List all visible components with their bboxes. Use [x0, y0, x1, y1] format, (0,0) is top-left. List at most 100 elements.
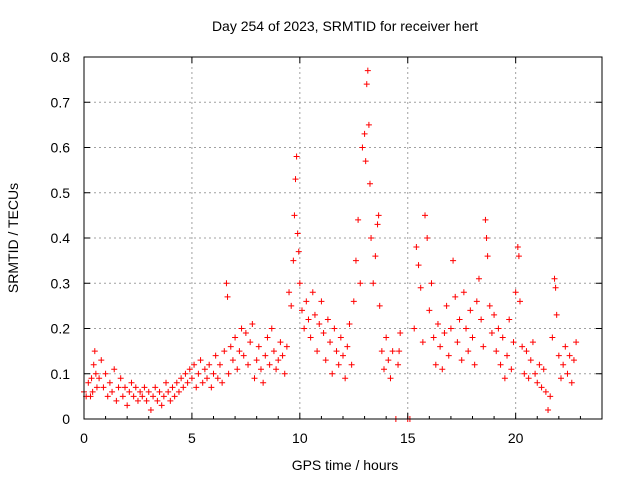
data-point [480, 343, 487, 350]
data-point [309, 289, 316, 296]
data-point [357, 280, 364, 287]
y-tick-label: 0.7 [51, 94, 71, 110]
data-point [342, 375, 349, 382]
data-point [551, 275, 558, 282]
data-point [85, 379, 92, 386]
data-point [303, 298, 310, 305]
data-point [175, 388, 182, 395]
data-point [152, 384, 159, 391]
data-point [167, 397, 174, 404]
data-point [493, 348, 500, 355]
data-point [415, 262, 422, 269]
data-point [260, 379, 267, 386]
data-point [224, 293, 231, 300]
data-point [301, 325, 308, 332]
x-tick-label: 20 [508, 430, 524, 446]
y-tick-label: 0.1 [51, 366, 71, 382]
y-tick-label: 0.2 [51, 321, 71, 337]
data-point [383, 334, 390, 341]
data-point [422, 212, 429, 219]
data-point [236, 348, 243, 355]
data-point [251, 375, 258, 382]
data-point [126, 388, 133, 395]
data-point [469, 334, 476, 341]
data-point [340, 352, 346, 359]
data-point [296, 280, 303, 287]
data-point [240, 352, 247, 359]
data-point [387, 375, 394, 382]
data-point [359, 144, 366, 151]
data-point [221, 348, 228, 355]
data-point [147, 406, 154, 413]
data-point [376, 302, 383, 309]
data-point [193, 384, 200, 391]
data-point [473, 298, 480, 305]
data-point [210, 370, 217, 377]
data-point [458, 357, 465, 364]
data-point [331, 325, 338, 332]
data-point [173, 379, 180, 386]
data-point [417, 284, 424, 291]
data-point [234, 366, 241, 373]
data-point [514, 244, 521, 251]
data-point [283, 343, 290, 350]
data-point [452, 293, 459, 300]
data-point [322, 357, 329, 364]
data-point [113, 397, 120, 404]
data-point [510, 339, 517, 346]
data-point [154, 397, 161, 404]
data-point [119, 393, 126, 400]
data-point [238, 325, 245, 332]
data-point [361, 130, 368, 137]
data-point [428, 280, 435, 287]
data-point [491, 311, 498, 318]
data-point [98, 357, 105, 364]
data-point [137, 388, 144, 395]
data-point [471, 361, 478, 368]
data-point [195, 370, 202, 377]
data-point [549, 334, 556, 341]
data-point [316, 320, 323, 327]
data-point [320, 330, 327, 337]
data-point [396, 348, 403, 355]
data-point [232, 334, 239, 341]
data-point [467, 307, 474, 314]
data-point [346, 320, 353, 327]
data-point [366, 180, 373, 187]
data-point [122, 384, 129, 391]
data-point [437, 343, 444, 350]
data-point [197, 357, 204, 364]
data-point [141, 384, 148, 391]
data-point [290, 257, 297, 264]
data-point [385, 357, 392, 364]
data-point [257, 366, 264, 373]
data-point [527, 357, 534, 364]
data-point [188, 375, 195, 382]
data-point [139, 393, 146, 400]
data-point [512, 289, 519, 296]
data-point [515, 253, 522, 260]
x-tick-label: 5 [188, 430, 196, 446]
data-point [523, 348, 530, 355]
data-point [225, 370, 232, 377]
data-point [363, 81, 370, 88]
data-point [368, 235, 375, 241]
data-point [311, 311, 318, 318]
data-point [93, 384, 100, 391]
data-point [364, 67, 371, 74]
data-point [434, 320, 441, 327]
data-point [281, 370, 288, 377]
data-point [536, 361, 543, 368]
data-point [229, 357, 236, 364]
data-point [545, 406, 552, 413]
data-point [268, 325, 275, 332]
data-point [465, 348, 472, 355]
data-point [570, 357, 577, 364]
data-point [277, 339, 284, 346]
data-point [553, 311, 560, 318]
gridlines [84, 57, 602, 419]
data-point [128, 379, 135, 386]
data-point [247, 339, 254, 346]
data-point [253, 357, 260, 364]
